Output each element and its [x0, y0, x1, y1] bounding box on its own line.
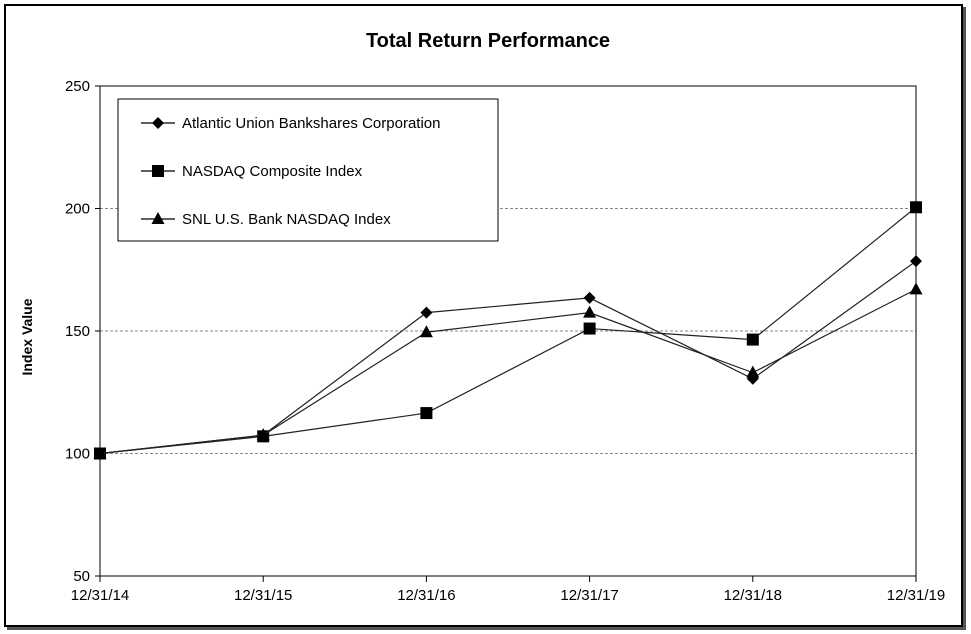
y-tick-label: 250 — [65, 78, 90, 95]
y-axis: 250 200 150 100 50 — [65, 78, 100, 585]
data-point-square — [583, 322, 596, 335]
x-tick-label: 12/31/16 — [397, 587, 455, 604]
y-tick-label: 200 — [65, 201, 90, 218]
data-point-square — [746, 333, 759, 346]
data-point-triangle — [583, 305, 597, 318]
legend-item: Atlantic Union Bankshares Corporation — [141, 115, 440, 132]
legend-item: SNL U.S. Bank NASDAQ Index — [141, 211, 391, 228]
legend: Atlantic Union Bankshares Corporation NAS… — [117, 98, 499, 242]
series-diamond — [94, 255, 922, 460]
y-tick-label: 100 — [65, 446, 90, 463]
series-triangle — [93, 282, 923, 459]
x-tick-label: 12/31/15 — [234, 587, 292, 604]
legend-box — [117, 98, 499, 242]
series-layer — [93, 201, 923, 460]
data-point-square — [420, 407, 433, 420]
chart-title: Total Return Performance — [366, 30, 610, 52]
y-tick-label: 50 — [73, 568, 90, 585]
x-tick-label: 12/31/18 — [724, 587, 782, 604]
legend-marker-diamond — [152, 117, 164, 129]
data-point-triangle — [746, 365, 760, 378]
data-point-triangle — [256, 428, 270, 441]
data-point-diamond — [583, 291, 596, 304]
legend-marker-square — [152, 165, 164, 177]
y-axis-label: Index Value — [19, 298, 35, 375]
legend-label: Atlantic Union Bankshares Corporation — [182, 115, 440, 132]
legend-label: NASDAQ Composite Index — [182, 163, 363, 180]
legend-marker-triangle — [151, 212, 165, 224]
gridlines — [100, 208, 916, 454]
legend-label: SNL U.S. Bank NASDAQ Index — [182, 211, 391, 228]
series-line — [99, 288, 917, 455]
x-tick-label: 12/31/17 — [560, 587, 618, 604]
data-point-square — [910, 201, 922, 214]
data-point-triangle — [909, 282, 923, 295]
data-point-triangle — [93, 446, 107, 459]
data-point-triangle — [419, 325, 433, 338]
data-point-diamond — [910, 255, 922, 268]
series-line — [99, 260, 917, 455]
x-axis: 12/31/14 12/31/15 12/31/16 12/31/17 12/31/18… — [71, 576, 945, 604]
series-line — [99, 206, 917, 455]
x-tick-label: 12/31/14 — [71, 587, 129, 604]
x-tick-label: 12/31/19 — [887, 587, 945, 604]
y-tick-label: 150 — [65, 323, 90, 340]
data-point-diamond — [420, 306, 433, 319]
legend-item: NASDAQ Composite Index — [141, 163, 363, 180]
